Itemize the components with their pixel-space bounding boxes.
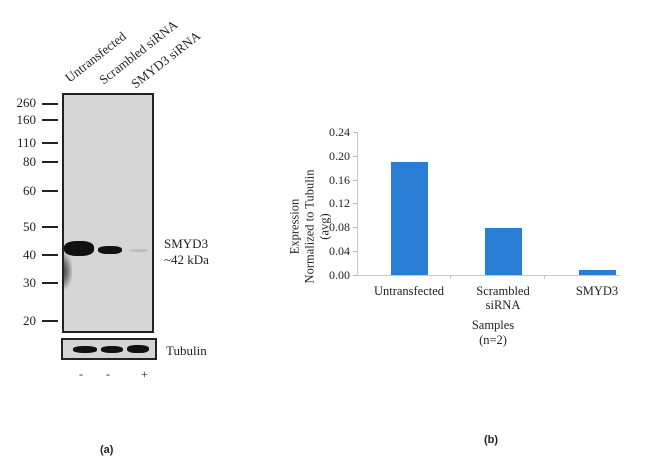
x-axis-line	[357, 275, 620, 276]
band-scrambled-sirna	[98, 246, 122, 254]
x-category-untransfected: Untransfected	[373, 284, 445, 298]
tubulin-band-3	[127, 345, 149, 353]
y-tick	[353, 251, 357, 252]
mw-tick	[42, 254, 58, 256]
tubulin-band-1	[73, 346, 97, 353]
y-tick-label: 0.20	[329, 149, 350, 163]
y-tick	[353, 132, 357, 133]
loading-control-label: Tubulin	[166, 343, 207, 358]
target-protein-label: SMYD3	[164, 236, 209, 251]
bar-untransfected	[391, 162, 428, 275]
band-smyd3-sirna	[130, 249, 148, 252]
mw-marker-80: 80	[23, 154, 36, 169]
y-tick	[353, 275, 357, 276]
mw-marker-260: 260	[16, 95, 37, 110]
x-tick	[450, 275, 451, 279]
y-tick	[353, 180, 357, 181]
x-category-line1: Scrambled	[476, 284, 530, 298]
tubulin-band-2	[101, 346, 123, 353]
mw-tick	[42, 320, 58, 322]
y-tick-label: 0.04	[329, 244, 350, 258]
y-tick	[353, 156, 357, 157]
y-tick-label: 0.24	[329, 125, 350, 139]
mw-marker-50: 50	[23, 219, 36, 234]
x-axis-title-line2: (n=2)	[479, 333, 507, 347]
blot-membrane	[62, 93, 154, 333]
y-tick-label: 0.08	[329, 220, 350, 234]
treatment-lane-3: +	[141, 367, 148, 381]
treatment-lane-1: -	[79, 367, 83, 381]
y-tick	[353, 227, 357, 228]
bar-scrambled-sirna	[485, 228, 522, 275]
mw-tick	[42, 103, 58, 105]
mw-marker-60: 60	[23, 183, 36, 198]
mw-tick	[42, 282, 58, 284]
x-axis-title-line1: Samples	[471, 318, 515, 332]
target-size-label: ~42 kDa	[164, 252, 209, 267]
x-category-smyd3: SMYD3	[575, 284, 619, 298]
smear-untransfected	[64, 253, 72, 289]
mw-tick	[42, 161, 58, 163]
y-axis-title-line1: Expression	[287, 198, 302, 255]
mw-tick	[42, 119, 58, 121]
mw-tick	[42, 226, 58, 228]
x-category-scrambled-sirna: Scrambled siRNA	[448, 284, 558, 312]
mw-tick	[42, 142, 58, 144]
x-axis-title: Samples (n=2)	[438, 318, 548, 348]
tubulin-blot	[61, 338, 157, 360]
x-category-line2: siRNA	[485, 298, 521, 312]
y-tick-label: 0.12	[329, 196, 350, 210]
y-tick-label: 0.16	[329, 173, 350, 187]
band-untransfected	[64, 241, 94, 256]
mw-marker-40: 40	[23, 247, 36, 262]
bar-smyd3	[579, 270, 616, 275]
treatment-lane-2: -	[106, 367, 110, 381]
y-axis-line	[357, 132, 358, 276]
mw-marker-20: 20	[23, 313, 36, 328]
mw-marker-30: 30	[23, 275, 36, 290]
x-tick	[544, 275, 545, 279]
mw-marker-160: 160	[16, 112, 37, 127]
panel-label-a: (a)	[100, 444, 114, 456]
mw-tick	[42, 190, 58, 192]
panel-label-b: (b)	[484, 434, 499, 446]
y-tick	[353, 203, 357, 204]
y-tick-label: 0.00	[329, 268, 350, 282]
mw-marker-110: 110	[16, 135, 36, 150]
